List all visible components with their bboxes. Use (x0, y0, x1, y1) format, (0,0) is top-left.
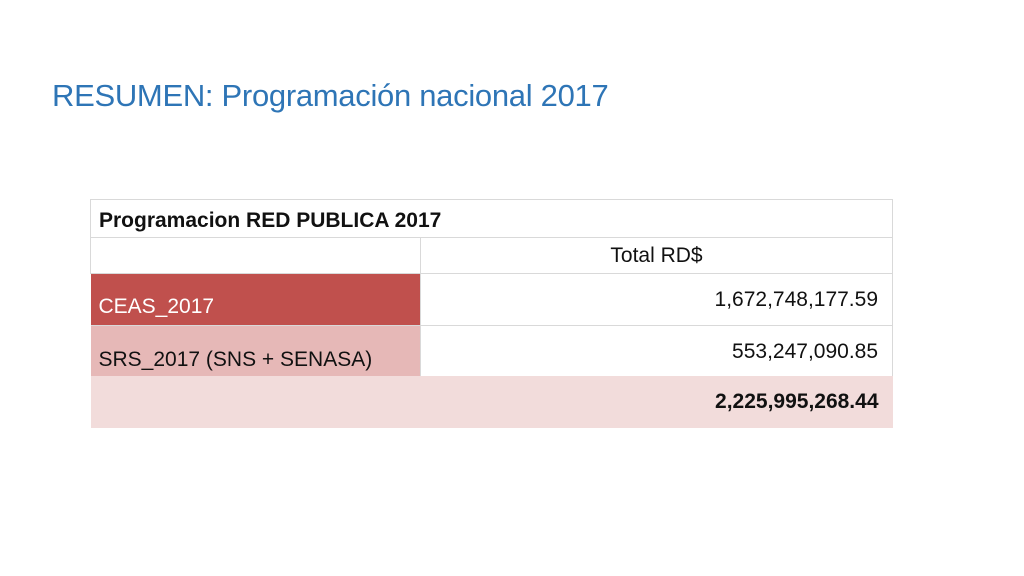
table-total-row: 2,225,995,268.44 (90, 375, 893, 428)
row-value-ceas: 1,672,748,177.59 (419, 273, 894, 326)
slide-title: RESUMEN: Programación nacional 2017 (52, 78, 609, 113)
row-name-srs: SRS_2017 (SNS + SENASA) (90, 325, 421, 376)
row-value-srs: 553,247,090.85 (419, 325, 894, 376)
row-name-ceas: CEAS_2017 (90, 273, 421, 326)
total-label-cell (90, 375, 421, 428)
table-row: SRS_2017 (SNS + SENASA) 553,247,090.85 (90, 325, 894, 376)
table-heading-row: Programacion RED PUBLICA 2017 (89, 199, 894, 238)
table-heading: Programacion RED PUBLICA 2017 (89, 199, 894, 238)
summary-table: Programacion RED PUBLICA 2017 Total RD$ … (89, 199, 894, 428)
total-value: 2,225,995,268.44 (420, 375, 893, 428)
table-row: CEAS_2017 1,672,748,177.59 (90, 273, 894, 326)
total-column-header: Total RD$ (419, 237, 894, 274)
table-column-header-row: Total RD$ (90, 237, 894, 274)
summary-table-container: Programacion RED PUBLICA 2017 Total RD$ … (89, 199, 894, 428)
empty-header-cell (90, 237, 421, 274)
